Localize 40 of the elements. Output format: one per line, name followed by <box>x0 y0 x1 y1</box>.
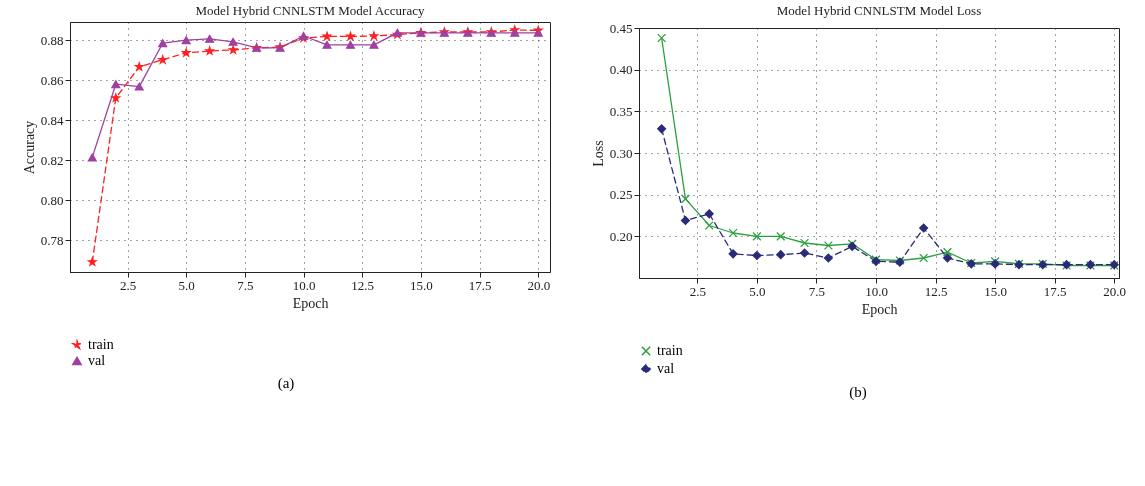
x-tick-label: 7.5 <box>808 283 825 299</box>
legend-label: train <box>656 343 683 358</box>
x-tick-label: 20.0 <box>1102 283 1126 299</box>
chart-title: Model Hybrid CNNLSTM Model Loss <box>776 3 981 18</box>
x-tick-label: 2.5 <box>689 283 706 299</box>
y-tick-label: 0.45 <box>609 20 632 36</box>
x-tick-label: 5.0 <box>178 277 195 293</box>
y-axis-title: Loss <box>590 140 606 167</box>
x-tick-label: 15.0 <box>410 277 433 293</box>
y-tick-label: 0.35 <box>609 103 632 119</box>
x-tick-label: 10.0 <box>864 283 888 299</box>
legend-label: val <box>88 353 106 368</box>
x-axis-title: Epoch <box>861 301 897 317</box>
x-axis-title: Epoch <box>292 295 329 311</box>
x-tick-label: 2.5 <box>119 277 137 293</box>
y-tick-label: 0.78 <box>40 232 64 248</box>
y-tick-label: 0.40 <box>609 62 632 78</box>
x-tick-label: 17.5 <box>1043 283 1067 299</box>
legend-label: train <box>88 337 114 352</box>
y-tick-label: 0.25 <box>609 187 632 203</box>
text: (b) <box>849 384 867 401</box>
y-tick-label: 0.80 <box>40 192 64 208</box>
chart-title: Model Hybrid CNNLSTM Model Accuracy <box>195 3 425 18</box>
x-tick-label: 5.0 <box>748 283 766 299</box>
legend-label: val <box>656 361 674 376</box>
y-tick-label: 0.84 <box>40 112 64 128</box>
y-tick-label: 0.30 <box>609 145 632 161</box>
x-tick-label: 12.5 <box>924 283 947 299</box>
y-axis-title: Accuracy <box>21 120 37 175</box>
x-tick-label: 12.5 <box>351 277 375 293</box>
x-tick-label: 15.0 <box>983 283 1007 299</box>
y-tick-label: 0.88 <box>40 32 64 48</box>
text: (a) <box>277 375 295 392</box>
x-tick-label: 7.5 <box>237 277 254 293</box>
x-tick-label: 17.5 <box>468 277 492 293</box>
y-tick-label: 0.82 <box>40 152 64 168</box>
y-tick-label: 0.20 <box>609 228 632 244</box>
y-tick-label: 0.86 <box>40 72 64 88</box>
x-tick-label: 10.0 <box>292 277 316 293</box>
x-tick-label: 20.0 <box>527 277 551 293</box>
